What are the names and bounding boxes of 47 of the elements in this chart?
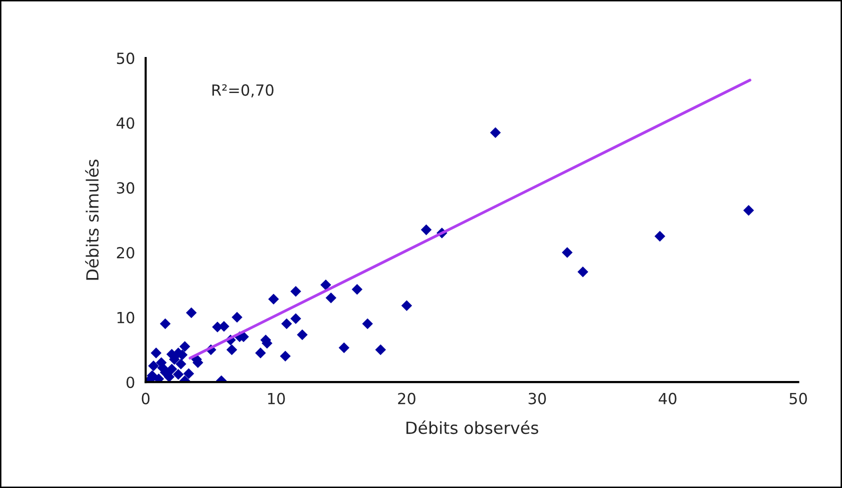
x-tick-label: 10 [268, 392, 285, 404]
point [352, 284, 362, 295]
annotation: R²=0,70 [212, 84, 274, 98]
y-tick-label: 40 [116, 117, 134, 129]
point [160, 318, 171, 330]
point [179, 341, 190, 352]
y-axis-title: Débits simulés [85, 160, 99, 280]
point [172, 368, 184, 380]
point [268, 294, 279, 305]
x-tick-label: 0 [142, 392, 150, 404]
point [654, 230, 666, 242]
point [281, 318, 292, 330]
point [150, 348, 162, 358]
point [326, 292, 336, 304]
x-tick-label: 30 [528, 392, 546, 404]
point [320, 280, 332, 290]
y-tick-label: 30 [116, 182, 134, 194]
point [232, 312, 242, 323]
point [186, 307, 197, 318]
point [296, 329, 308, 340]
x-tick-label: 20 [398, 392, 416, 404]
point [743, 204, 754, 216]
point [562, 247, 573, 258]
point [362, 318, 373, 330]
point [490, 127, 501, 138]
x-tick-label: 50 [790, 392, 807, 404]
x-tick-label: 40 [658, 392, 676, 404]
point [164, 372, 175, 382]
y-tick-label: 10 [117, 312, 134, 324]
x-axis-title: Débits observés [406, 420, 538, 434]
point [183, 368, 194, 380]
point [290, 286, 302, 297]
point [280, 350, 291, 362]
point [375, 344, 386, 356]
point [577, 266, 588, 278]
y-tick-label: 0 [126, 376, 134, 388]
point [153, 373, 164, 382]
point [338, 342, 350, 354]
y-tick-label: 50 [116, 52, 134, 64]
point [226, 344, 238, 356]
point [290, 313, 302, 324]
point [420, 224, 432, 236]
point [401, 300, 412, 312]
point [176, 358, 186, 370]
point [148, 360, 159, 372]
point [255, 348, 266, 358]
y-tick-label: 20 [116, 246, 134, 259]
